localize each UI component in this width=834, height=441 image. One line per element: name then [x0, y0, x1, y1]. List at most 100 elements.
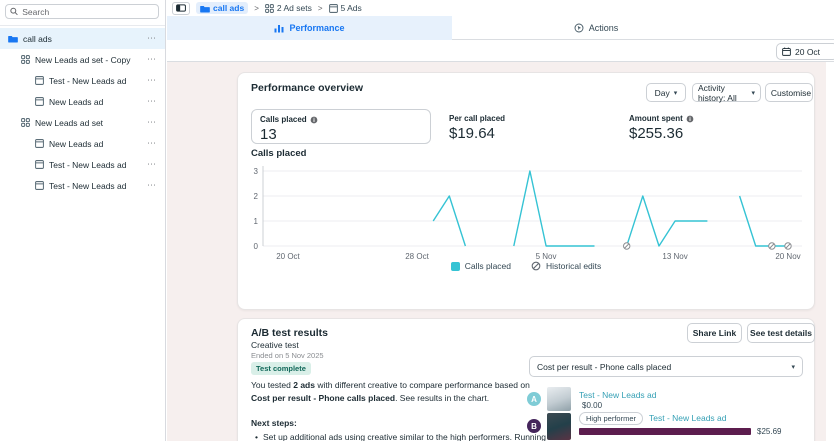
- chevron-down-icon: ▾: [791, 363, 795, 371]
- svg-text:20 Oct: 20 Oct: [276, 252, 300, 261]
- metric-amount-spent[interactable]: Amount spent $255.36: [621, 109, 801, 144]
- sidebar-toggle-button[interactable]: [172, 1, 190, 15]
- folder-icon: [200, 5, 210, 12]
- ad-icon: [35, 97, 44, 106]
- variant-a-thumbnail[interactable]: [547, 387, 571, 411]
- info-icon[interactable]: [686, 115, 694, 123]
- toolbar-row: 20 Oct: [167, 40, 834, 62]
- customise-button[interactable]: Customise: [765, 83, 813, 102]
- chart-title: Calls placed: [251, 148, 307, 159]
- row-menu-icon[interactable]: ⋯: [147, 96, 157, 106]
- row-menu-icon[interactable]: ⋯: [147, 180, 157, 190]
- variant-b-badge: B: [527, 419, 541, 433]
- tab-bar: Performance Actions: [167, 16, 834, 40]
- metric-calls-placed[interactable]: Calls placed 13: [251, 109, 431, 144]
- variant-b-thumbnail[interactable]: [547, 413, 571, 440]
- breadcrumb-separator: >: [254, 3, 259, 13]
- ab-test-results-card: A/B test results Creative test Ended on …: [237, 318, 815, 441]
- adset-icon: [21, 118, 30, 127]
- test-name: Creative test: [251, 340, 299, 350]
- svg-text:20 Nov: 20 Nov: [775, 252, 800, 261]
- info-icon[interactable]: [310, 116, 318, 124]
- metric-value: 13: [260, 126, 277, 143]
- breadcrumb-ads[interactable]: 5 Ads: [328, 3, 362, 13]
- row-menu-icon[interactable]: ⋯: [147, 54, 157, 64]
- breadcrumb-label: 5 Ads: [340, 3, 362, 13]
- ad-icon: [35, 181, 44, 190]
- metric-label: Amount spent: [629, 114, 683, 123]
- tab-actions[interactable]: Actions: [556, 16, 636, 40]
- svg-text:28 Oct: 28 Oct: [405, 252, 429, 261]
- tree-item-adset[interactable]: New Leads ad set - Copy ⋯: [0, 49, 165, 70]
- tree-item-ad[interactable]: Test - New Leads ad ⋯: [0, 154, 165, 175]
- variant-a-link[interactable]: Test - New Leads ad: [579, 390, 657, 400]
- tab-performance[interactable]: Performance: [167, 16, 452, 40]
- row-menu-icon[interactable]: ⋯: [147, 159, 157, 169]
- see-test-details-button[interactable]: See test details: [747, 323, 815, 343]
- adset-icon: [265, 3, 274, 13]
- activity-history-dropdown[interactable]: Activity history: All ▾: [692, 82, 761, 103]
- tree-item-label: New Leads ad set: [35, 117, 104, 128]
- chevron-down-icon: ▾: [751, 89, 755, 97]
- variant-a-badge: A: [527, 392, 541, 406]
- legend-label: Historical edits: [546, 261, 602, 271]
- performance-overview-card: Performance overview Day ▾ Activity hist…: [237, 72, 815, 310]
- tree-item-ad[interactable]: New Leads ad ⋯: [0, 91, 165, 112]
- dropdown-label: Activity history: All: [698, 82, 737, 103]
- metric-per-call[interactable]: Per call placed $19.64: [441, 109, 621, 144]
- search-box[interactable]: [5, 4, 159, 19]
- date-range-button[interactable]: 20 Oct: [776, 43, 834, 60]
- card-title: A/B test results: [251, 327, 329, 339]
- next-steps-item: • Set up additional ads using creative s…: [255, 431, 547, 441]
- folder-icon: [8, 36, 18, 43]
- tree-item-campaign[interactable]: call ads ⋯: [0, 28, 165, 49]
- svg-text:2: 2: [254, 192, 259, 201]
- search-icon: [10, 7, 18, 16]
- card-title: Performance overview: [251, 82, 364, 94]
- content-area: Performance overview Day ▾ Activity hist…: [167, 62, 834, 441]
- metric-value: $255.36: [629, 125, 684, 142]
- variant-a-value: $0.00: [582, 401, 603, 410]
- legend-label: Calls placed: [464, 261, 512, 271]
- tab-label: Actions: [588, 23, 619, 33]
- time-granularity-dropdown[interactable]: Day ▾: [646, 83, 686, 102]
- tree-item-ad[interactable]: Test - New Leads ad ⋯: [0, 70, 165, 91]
- historical-edit-icon: [531, 261, 541, 271]
- tree-item-ad[interactable]: New Leads ad ⋯: [0, 133, 165, 154]
- row-menu-icon[interactable]: ⋯: [147, 75, 157, 85]
- svg-text:0: 0: [254, 242, 259, 251]
- ad-icon: [35, 160, 44, 169]
- breadcrumb: call ads > 2 Ad sets > 5 Ads: [167, 0, 834, 16]
- tree-item-ad[interactable]: Test - New Leads ad ⋯: [0, 175, 165, 196]
- calls-placed-line-chart[interactable]: 0 1 2 3 20 Oct 28 Oct 5 Nov 13 Nov 20 Nov: [246, 163, 812, 263]
- row-menu-icon[interactable]: ⋯: [147, 33, 157, 43]
- tree-item-label: Test - New Leads ad: [49, 180, 127, 191]
- ad-icon: [35, 139, 44, 148]
- tree-item-label: Test - New Leads ad: [49, 159, 127, 170]
- legend-swatch: [450, 261, 460, 271]
- breadcrumb-separator: >: [317, 3, 323, 13]
- search-input[interactable]: [22, 6, 154, 17]
- ad-icon: [328, 3, 338, 13]
- next-steps-heading: Next steps:: [251, 418, 297, 428]
- tree-item-label: Test - New Leads ad: [49, 75, 127, 86]
- breadcrumb-label: call ads: [213, 3, 245, 13]
- variant-b-link[interactable]: Test - New Leads ad: [649, 413, 727, 423]
- adset-icon: [21, 55, 30, 64]
- share-link-button[interactable]: Share Link: [687, 323, 742, 343]
- svg-text:1: 1: [254, 217, 259, 226]
- tree-item-label: New Leads ad set - Copy: [35, 54, 131, 65]
- tree-item-adset[interactable]: New Leads ad set ⋯: [0, 112, 165, 133]
- result-metric-select[interactable]: Cost per result - Phone calls placed ▾: [529, 356, 803, 377]
- select-value: Cost per result - Phone calls placed: [537, 361, 672, 372]
- svg-text:13 Nov: 13 Nov: [662, 252, 687, 261]
- breadcrumb-adsets[interactable]: 2 Ad sets: [265, 3, 312, 13]
- row-menu-icon[interactable]: ⋯: [147, 138, 157, 148]
- scrollbar-track[interactable]: [826, 62, 834, 441]
- variant-b-result-bar: [579, 428, 751, 435]
- breadcrumb-campaign[interactable]: call ads: [196, 2, 249, 14]
- row-menu-icon[interactable]: ⋯: [147, 117, 157, 127]
- sidebar-divider: [0, 25, 165, 26]
- actions-icon: [574, 23, 584, 33]
- legend-historical-edits: Historical edits: [531, 261, 601, 271]
